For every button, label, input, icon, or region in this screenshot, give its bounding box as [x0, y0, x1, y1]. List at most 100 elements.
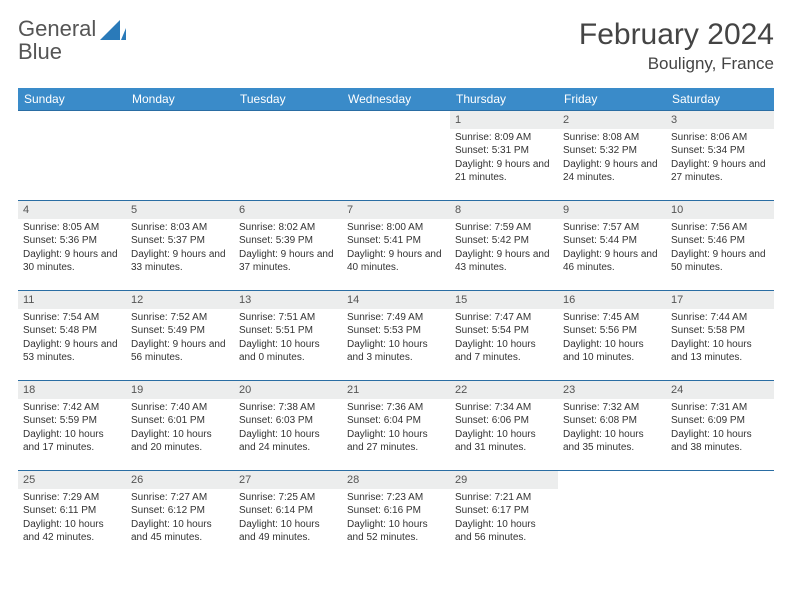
calendar-day-cell: 19 Sunrise: 7:40 AMSunset: 6:01 PMDayligh… [126, 381, 234, 471]
calendar-week-row: 4Sunrise: 8:05 AMSunset: 5:36 PMDaylight… [18, 201, 774, 291]
day-number: 28 [342, 471, 450, 489]
sunrise-line: Sunrise: 7:21 AM [455, 491, 553, 505]
calendar-day-cell: 22Sunrise: 7:34 AMSunset: 6:06 PMDayligh… [450, 381, 558, 471]
daylight-line: Daylight: 9 hours and 50 minutes. [671, 248, 769, 275]
calendar-table: SundayMondayTuesdayWednesdayThursdayFrid… [18, 88, 774, 561]
day-number: 22 [450, 381, 558, 399]
sunset-line: Sunset: 6:16 PM [347, 504, 445, 518]
day-number: 9 [558, 201, 666, 219]
calendar-day-cell: 26Sunrise: 7:27 AMSunset: 6:12 PMDayligh… [126, 471, 234, 561]
daylight-line: Daylight: 10 hours and 31 minutes. [455, 428, 553, 455]
daylight-line: Daylight: 10 hours and 45 minutes. [131, 518, 229, 545]
sunrise-line: Sunrise: 7:38 AM [239, 401, 337, 415]
sunrise-line: Sunrise: 7:44 AM [671, 311, 769, 325]
calendar-day-cell: 6Sunrise: 8:02 AMSunset: 5:39 PMDaylight… [234, 201, 342, 291]
day-number: 19 [126, 381, 234, 399]
sunset-line: Sunset: 5:34 PM [671, 144, 769, 158]
calendar-day-cell: 24Sunrise: 7:31 AMSunset: 6:09 PMDayligh… [666, 381, 774, 471]
day-details: Sunrise: 8:03 AMSunset: 5:37 PMDaylight:… [126, 219, 234, 279]
page-title: February 2024 [579, 18, 774, 52]
logo-sail-icon [100, 20, 126, 42]
sunrise-line: Sunrise: 7:23 AM [347, 491, 445, 505]
calendar-day-cell: . [342, 111, 450, 201]
weekday-header: Tuesday [234, 88, 342, 111]
sunrise-line: Sunrise: 7:29 AM [23, 491, 121, 505]
day-details: Sunrise: 7:23 AMSunset: 6:16 PMDaylight:… [342, 489, 450, 549]
calendar-day-cell: 28Sunrise: 7:23 AMSunset: 6:16 PMDayligh… [342, 471, 450, 561]
day-number: 29 [450, 471, 558, 489]
day-number: 7 [342, 201, 450, 219]
weekday-header: Monday [126, 88, 234, 111]
daylight-line: Daylight: 10 hours and 20 minutes. [131, 428, 229, 455]
calendar-day-cell: 15Sunrise: 7:47 AMSunset: 5:54 PMDayligh… [450, 291, 558, 381]
sunset-line: Sunset: 5:39 PM [239, 234, 337, 248]
daylight-line: Daylight: 10 hours and 42 minutes. [23, 518, 121, 545]
logo-text-1: General [18, 16, 96, 41]
day-details: Sunrise: 7:54 AMSunset: 5:48 PMDaylight:… [18, 309, 126, 369]
calendar-day-cell: 25Sunrise: 7:29 AMSunset: 6:11 PMDayligh… [18, 471, 126, 561]
sunset-line: Sunset: 5:54 PM [455, 324, 553, 338]
day-details: Sunrise: 7:25 AMSunset: 6:14 PMDaylight:… [234, 489, 342, 549]
daylight-line: Daylight: 10 hours and 56 minutes. [455, 518, 553, 545]
sunrise-line: Sunrise: 8:09 AM [455, 131, 553, 145]
calendar-day-cell: 9Sunrise: 7:57 AMSunset: 5:44 PMDaylight… [558, 201, 666, 291]
sunrise-line: Sunrise: 7:51 AM [239, 311, 337, 325]
calendar-day-cell: 20Sunrise: 7:38 AMSunset: 6:03 PMDayligh… [234, 381, 342, 471]
sunset-line: Sunset: 6:03 PM [239, 414, 337, 428]
daylight-line: Daylight: 9 hours and 33 minutes. [131, 248, 229, 275]
sunrise-line: Sunrise: 7:59 AM [455, 221, 553, 235]
sunset-line: Sunset: 5:48 PM [23, 324, 121, 338]
day-details: Sunrise: 7:31 AMSunset: 6:09 PMDaylight:… [666, 399, 774, 459]
weekday-header: Wednesday [342, 88, 450, 111]
calendar-day-cell: 11Sunrise: 7:54 AMSunset: 5:48 PMDayligh… [18, 291, 126, 381]
calendar-day-cell: . [666, 471, 774, 561]
day-details: Sunrise: 7:29 AMSunset: 6:11 PMDaylight:… [18, 489, 126, 549]
sunrise-line: Sunrise: 7:36 AM [347, 401, 445, 415]
daylight-line: Daylight: 10 hours and 24 minutes. [239, 428, 337, 455]
sunset-line: Sunset: 5:53 PM [347, 324, 445, 338]
day-details: Sunrise: 7:38 AMSunset: 6:03 PMDaylight:… [234, 399, 342, 459]
day-number: 5 [126, 201, 234, 219]
location-label: Bouligny, France [579, 54, 774, 74]
sunset-line: Sunset: 5:51 PM [239, 324, 337, 338]
sunset-line: Sunset: 5:41 PM [347, 234, 445, 248]
day-details: Sunrise: 8:06 AMSunset: 5:34 PMDaylight:… [666, 129, 774, 189]
day-number: 8 [450, 201, 558, 219]
day-number: 17 [666, 291, 774, 309]
daylight-line: Daylight: 9 hours and 46 minutes. [563, 248, 661, 275]
calendar-day-cell: 4Sunrise: 8:05 AMSunset: 5:36 PMDaylight… [18, 201, 126, 291]
sunset-line: Sunset: 5:49 PM [131, 324, 229, 338]
sunrise-line: Sunrise: 7:40 AM [131, 401, 229, 415]
day-details: Sunrise: 8:05 AMSunset: 5:36 PMDaylight:… [18, 219, 126, 279]
calendar-day-cell: 23Sunrise: 7:32 AMSunset: 6:08 PMDayligh… [558, 381, 666, 471]
calendar-week-row: 25Sunrise: 7:29 AMSunset: 6:11 PMDayligh… [18, 471, 774, 561]
calendar-day-cell: . [234, 111, 342, 201]
day-number: 11 [18, 291, 126, 309]
daylight-line: Daylight: 9 hours and 27 minutes. [671, 158, 769, 185]
calendar-day-cell: 12Sunrise: 7:52 AMSunset: 5:49 PMDayligh… [126, 291, 234, 381]
calendar-day-cell: . [558, 471, 666, 561]
day-details: Sunrise: 7:45 AMSunset: 5:56 PMDaylight:… [558, 309, 666, 369]
day-number: 3 [666, 111, 774, 129]
sunset-line: Sunset: 5:32 PM [563, 144, 661, 158]
day-details: Sunrise: 7:34 AMSunset: 6:06 PMDaylight:… [450, 399, 558, 459]
weekday-header: Thursday [450, 88, 558, 111]
sunset-line: Sunset: 6:12 PM [131, 504, 229, 518]
sunrise-line: Sunrise: 7:32 AM [563, 401, 661, 415]
calendar-day-cell: 8Sunrise: 7:59 AMSunset: 5:42 PMDaylight… [450, 201, 558, 291]
sunset-line: Sunset: 5:44 PM [563, 234, 661, 248]
day-number: 20 [234, 381, 342, 399]
sunset-line: Sunset: 6:04 PM [347, 414, 445, 428]
sunset-line: Sunset: 5:37 PM [131, 234, 229, 248]
day-number: 10 [666, 201, 774, 219]
day-number: 13 [234, 291, 342, 309]
sunset-line: Sunset: 6:01 PM [131, 414, 229, 428]
calendar-day-cell: . [126, 111, 234, 201]
day-details: Sunrise: 7:32 AMSunset: 6:08 PMDaylight:… [558, 399, 666, 459]
day-details: Sunrise: 8:09 AMSunset: 5:31 PMDaylight:… [450, 129, 558, 189]
day-details: Sunrise: 7:42 AMSunset: 5:59 PMDaylight:… [18, 399, 126, 459]
sunset-line: Sunset: 6:14 PM [239, 504, 337, 518]
sunrise-line: Sunrise: 8:08 AM [563, 131, 661, 145]
calendar-week-row: 18Sunrise: 7:42 AMSunset: 5:59 PMDayligh… [18, 381, 774, 471]
daylight-line: Daylight: 9 hours and 56 minutes. [131, 338, 229, 365]
